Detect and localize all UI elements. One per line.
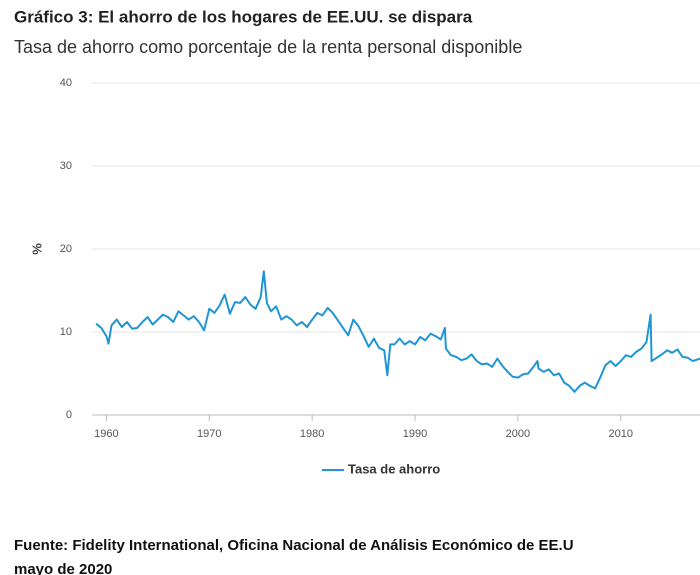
y-tick-label: 10 (60, 326, 72, 338)
x-tick-label: 2000 (506, 428, 530, 440)
x-tick-label: 1960 (94, 428, 118, 440)
y-axis-label: % (29, 243, 44, 255)
y-tick-label: 30 (60, 160, 72, 172)
y-tick-label: 0 (66, 409, 72, 421)
legend-label: Tasa de ahorro (348, 461, 440, 476)
chart-subtitle: Tasa de ahorro como porcentaje de la ren… (14, 37, 522, 57)
y-tick-label: 40 (60, 77, 72, 89)
y-tick-label: 20 (60, 243, 72, 255)
x-tick-label: 2010 (609, 428, 633, 440)
source-date: mayo de 2020 (14, 561, 112, 575)
chart-title: Gráfico 3: El ahorro de los hogares de E… (14, 7, 473, 26)
data-line (95, 270, 700, 393)
source: Fuente: Fidelity International, Oficina … (14, 537, 574, 554)
x-tick-label: 1990 (403, 428, 427, 440)
x-tick-label: 1980 (300, 428, 324, 440)
x-tick-label: 1970 (197, 428, 221, 440)
